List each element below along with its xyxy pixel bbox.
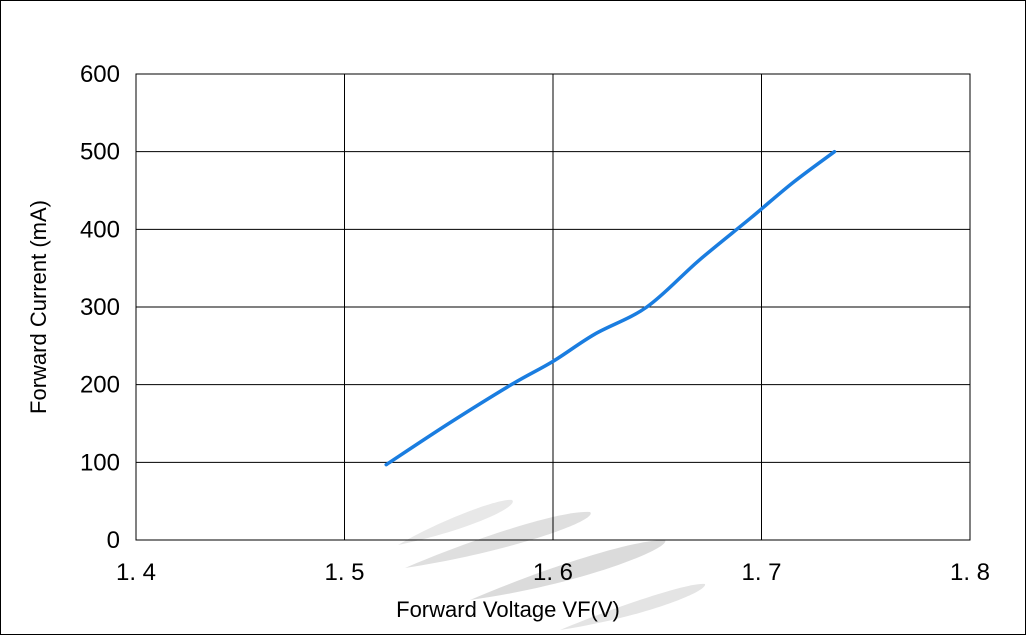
x-axis-label: Forward Voltage VF(V): [396, 597, 620, 622]
series-group: [384, 149, 837, 467]
y-tick-label: 0: [107, 527, 120, 554]
y-tick-label: 100: [80, 449, 120, 476]
y-tick-label: 200: [80, 372, 120, 399]
y-tick-labels: 0 100 200 300 400 500 600: [80, 61, 120, 554]
watermark-swoosh-3: [470, 540, 666, 600]
x-tick-label: 1. 4: [116, 559, 156, 586]
y-tick-label: 600: [80, 61, 120, 88]
y-tick-label: 500: [80, 139, 120, 166]
x-tick-label: 1. 8: [950, 559, 990, 586]
x-tick-label: 1. 5: [324, 559, 364, 586]
y-tick-label: 400: [80, 216, 120, 243]
plot-area-border: [135, 73, 971, 541]
watermark-swoosh-4: [560, 583, 706, 630]
y-tick-label: 300: [80, 294, 120, 321]
series-line-0: [384, 149, 837, 467]
x-tick-labels: 1. 4 1. 5 1. 6 1. 7 1. 8: [116, 559, 990, 586]
x-tick-label: 1. 7: [741, 559, 781, 586]
y-axis-label: Forward Current (mA): [26, 200, 51, 414]
x-tick-label: 1. 6: [533, 559, 573, 586]
grid-lines: [135, 73, 971, 541]
watermark-swoosh-1: [398, 499, 513, 545]
